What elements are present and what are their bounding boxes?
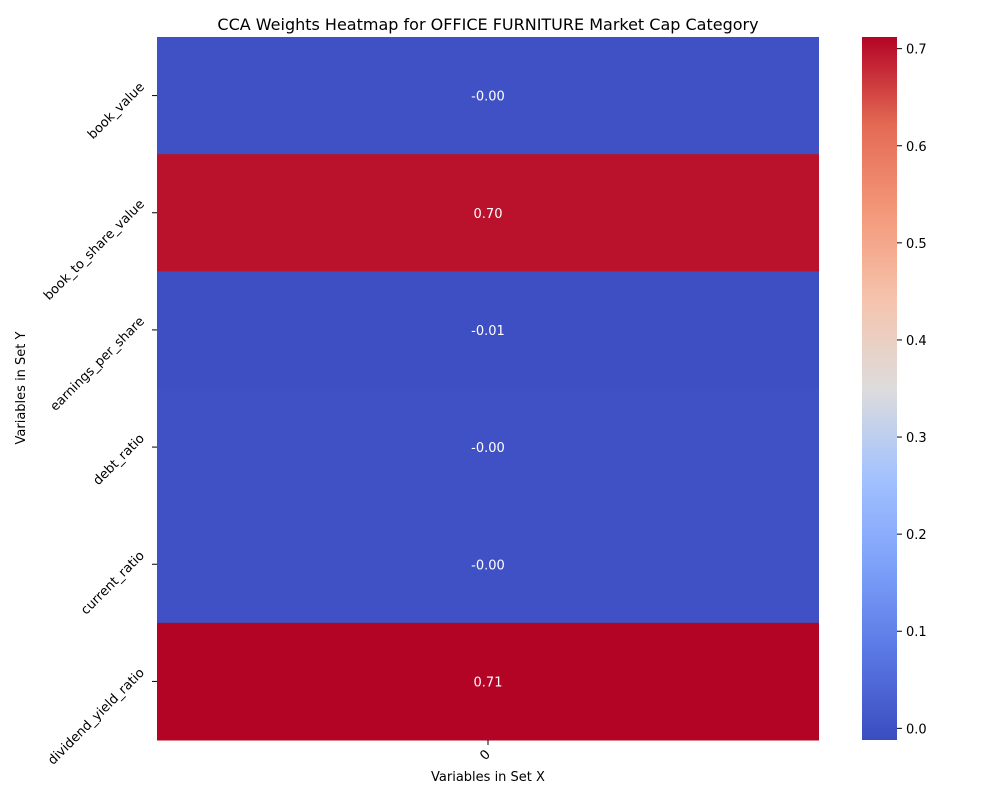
colorbar-tick-label: 0.3 bbox=[906, 431, 927, 446]
y-tick-label: book_value bbox=[85, 80, 148, 143]
cell-annotation: -0.00 bbox=[471, 90, 505, 105]
cell-annotation: -0.00 bbox=[471, 558, 505, 573]
chart-title: CCA Weights Heatmap for OFFICE FURNITURE… bbox=[217, 15, 758, 34]
heatmap-cell bbox=[157, 505, 819, 624]
colorbar-tick-label: 0.0 bbox=[906, 722, 927, 737]
colorbar-tick-label: 0.6 bbox=[906, 140, 927, 155]
colorbar-tick-label: 0.1 bbox=[906, 625, 927, 640]
colorbar-tick-label: 0.2 bbox=[906, 528, 927, 543]
heatmap-cell bbox=[157, 622, 819, 741]
x-axis-label: Variables in Set X bbox=[431, 770, 545, 785]
colorbar bbox=[862, 37, 897, 740]
colorbar-tick-label: 0.7 bbox=[906, 43, 927, 58]
heatmap-annotations: -0.00 0.70 -0.01 -0.00 -0.00 0.71 bbox=[471, 90, 505, 691]
x-tick-label: 0 bbox=[477, 747, 493, 763]
colorbar-tick-label: 0.5 bbox=[906, 237, 927, 252]
y-axis-ticks: book_value book_to_share_valueearnings_pe… bbox=[41, 80, 157, 768]
y-tick-label: debt_ratio bbox=[90, 431, 147, 488]
cell-annotation: 0.71 bbox=[474, 675, 503, 690]
heatmap-cell bbox=[157, 271, 819, 389]
cell-annotation: -0.00 bbox=[471, 441, 505, 456]
x-axis-ticks: 0 bbox=[477, 740, 494, 764]
colorbar-tick-label: 0.4 bbox=[906, 334, 927, 349]
heatmap-cells bbox=[157, 37, 819, 741]
colorbar-ticks: 0.0 0.1 0.2 0.3 0.4 0.5 0.6 0.7 bbox=[897, 43, 927, 737]
y-tick-label: book_to_share_value bbox=[41, 197, 148, 304]
heatmap-cell bbox=[157, 388, 819, 507]
cell-annotation: 0.70 bbox=[474, 207, 503, 222]
y-tick-label: earnings_per_share bbox=[48, 314, 148, 414]
heatmap-cell bbox=[157, 154, 819, 272]
y-tick-label: current_ratio bbox=[78, 548, 148, 618]
cell-annotation: -0.01 bbox=[471, 324, 505, 339]
heatmap-cell bbox=[157, 37, 819, 155]
y-tick-label: dividend_yield_ratio bbox=[45, 666, 148, 769]
y-axis-label: Variables in Set Y bbox=[14, 331, 29, 444]
